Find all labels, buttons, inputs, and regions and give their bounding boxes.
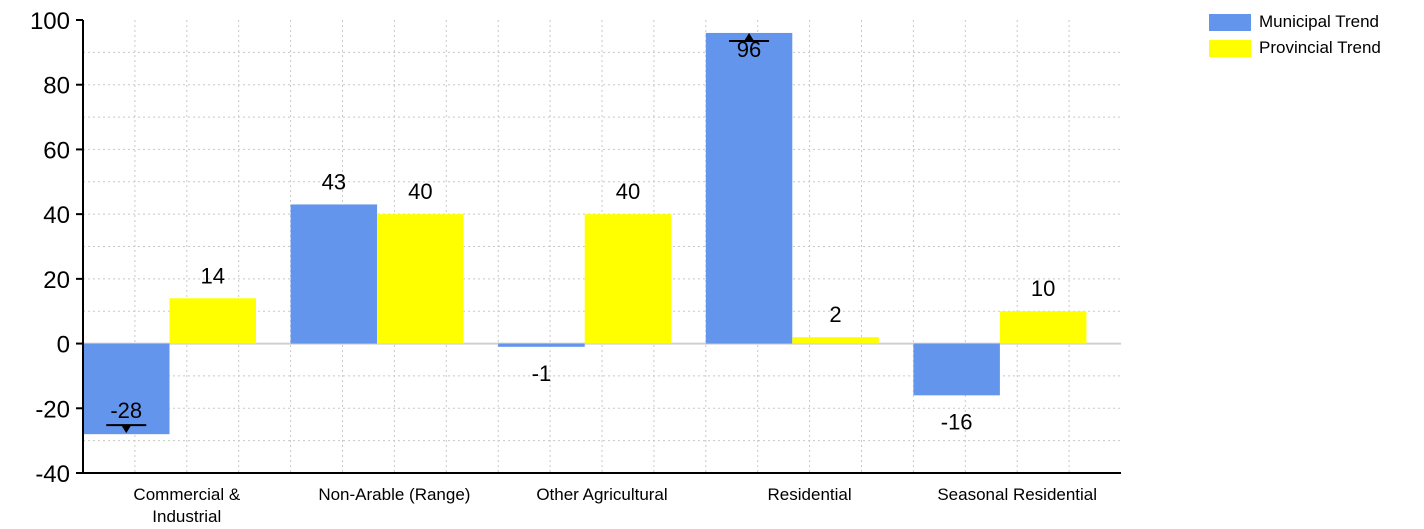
- x-axis-labels: Commercial & Industrial Non-Arable (Range)…: [133, 485, 1097, 526]
- data-label-provincial: 10: [1031, 276, 1055, 301]
- y-tick-label: 100: [30, 8, 70, 35]
- legend-item-provincial: Provincial Trend: [1209, 35, 1381, 61]
- x-category-label: Non-Arable (Range): [318, 485, 470, 504]
- data-label-provincial: 14: [201, 263, 225, 288]
- y-tick-label: -20: [35, 396, 70, 423]
- bar-provincial: [377, 214, 464, 344]
- data-label-municipal: -16: [941, 409, 973, 434]
- x-category-label: Residential: [768, 485, 852, 504]
- bar-municipal: [705, 32, 793, 344]
- y-tick-label: -40: [35, 461, 70, 488]
- y-tick-label: 20: [43, 267, 70, 294]
- legend: Municipal Trend Provincial Trend: [1209, 9, 1381, 61]
- bars: [83, 32, 1087, 435]
- bar-provincial: [169, 298, 256, 344]
- y-axis-ticks: 100 80 60 40 20 0 -20 -40: [30, 8, 83, 488]
- legend-label-municipal: Municipal Trend: [1259, 12, 1380, 31]
- y-tick-label: 0: [57, 332, 70, 359]
- up-triangle-marker: [744, 32, 755, 41]
- legend-label-provincial: Provincial Trend: [1259, 38, 1381, 57]
- y-tick-label: 80: [43, 73, 70, 100]
- x-category-label: Seasonal Residential: [937, 485, 1097, 504]
- markers: [106, 32, 770, 434]
- data-label-provincial: 2: [829, 302, 841, 327]
- data-label-municipal: -1: [532, 361, 552, 386]
- bar-provincial: [999, 311, 1087, 344]
- bar-municipal: [498, 343, 585, 347]
- legend-swatch-municipal: [1209, 13, 1251, 31]
- bar-municipal: [83, 343, 170, 435]
- bar-provincial: [584, 214, 672, 344]
- y-tick-label: 40: [43, 202, 70, 229]
- x-category-label: Other Agricultural: [536, 485, 667, 504]
- bar-provincial: [792, 337, 879, 344]
- down-triangle-marker: [121, 425, 132, 434]
- bar-municipal: [913, 343, 1000, 396]
- data-label-provincial: 40: [616, 179, 640, 204]
- data-label-municipal: -28: [110, 398, 142, 423]
- data-label-municipal: 43: [322, 169, 346, 194]
- data-label-provincial: 40: [408, 179, 432, 204]
- x-category-label: Commercial & Industrial: [133, 485, 240, 526]
- legend-item-municipal: Municipal Trend: [1209, 9, 1381, 35]
- bar-municipal: [290, 204, 378, 344]
- axes: [82, 20, 1121, 474]
- y-tick-label: 60: [43, 137, 70, 164]
- legend-swatch-provincial: [1209, 39, 1251, 57]
